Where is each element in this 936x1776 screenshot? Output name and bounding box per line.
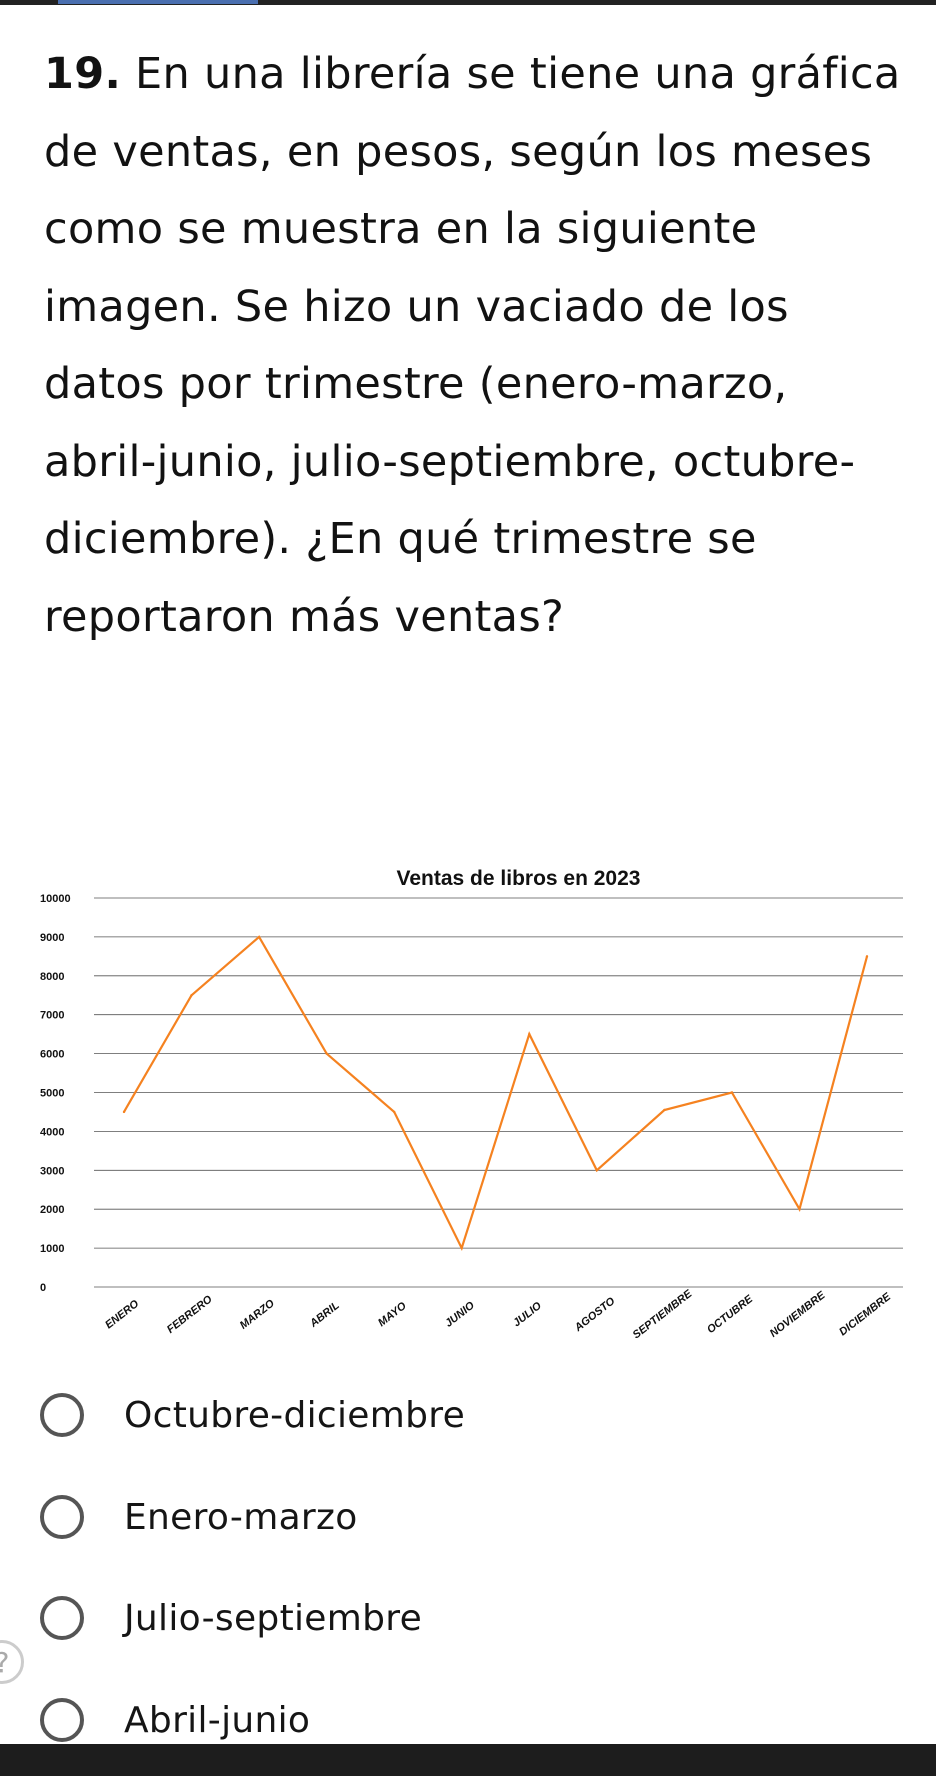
help-icon[interactable]: ?	[0, 1640, 24, 1684]
x-tick-label: SEPTIEMBRE	[631, 1287, 695, 1341]
x-tick-label: DICIEMBRE	[837, 1291, 894, 1339]
x-tick-label: FEBRERO	[165, 1293, 215, 1336]
y-tick-label: 10000	[40, 893, 71, 905]
radio-button[interactable]	[40, 1495, 84, 1539]
question-text: 19. En una librería se tiene una gráfica…	[44, 36, 904, 656]
y-tick-label: 7000	[40, 1010, 64, 1022]
data-point	[122, 1110, 126, 1114]
series-line	[123, 935, 869, 1252]
question-body: En una librería se tiene una gráfica de …	[44, 49, 901, 642]
x-tick-label: AGOSTO	[572, 1295, 618, 1335]
y-tick-label: 4000	[40, 1126, 64, 1138]
y-tick-label: 0	[40, 1282, 46, 1294]
x-tick-label: OCTUBRE	[705, 1293, 756, 1336]
option-abril-junio[interactable]: Abril-junio	[40, 1690, 900, 1750]
chart-title: Ventas de libros en 2023	[397, 867, 641, 890]
radio-button[interactable]	[40, 1698, 84, 1742]
x-tick-label: MAYO	[376, 1300, 409, 1330]
radio-button[interactable]	[40, 1596, 84, 1640]
bottom-bar	[0, 1744, 936, 1776]
data-point	[325, 1052, 328, 1055]
data-point	[663, 1108, 666, 1112]
option-enero-marzo[interactable]: Enero-marzo	[40, 1487, 900, 1547]
y-tick-label: 8000	[40, 971, 64, 983]
x-tick-label: JUNIO	[443, 1299, 477, 1329]
y-tick-label: 2000	[40, 1204, 64, 1216]
data-point	[595, 1169, 599, 1172]
sales-line-chart: Ventas de libros en 2023 0 1000 2000 3000 400…	[40, 867, 903, 1341]
data-point	[460, 1246, 463, 1250]
radio-button[interactable]	[40, 1393, 84, 1437]
y-tick-label: 3000	[40, 1165, 64, 1177]
y-tick-label: 6000	[40, 1049, 64, 1061]
option-julio-septiembre[interactable]: Julio-septiembre	[40, 1588, 900, 1648]
y-tick-label: 5000	[40, 1088, 64, 1100]
data-point	[730, 1091, 734, 1094]
x-tick-label: ENERO	[103, 1298, 142, 1332]
data-point	[798, 1208, 801, 1211]
x-tick-label: ABRIL	[307, 1299, 342, 1330]
x-tick-label: MARZO	[238, 1297, 278, 1332]
data-point	[865, 955, 869, 958]
x-tick-label: NOVIEMBRE	[768, 1289, 828, 1340]
data-point	[528, 1032, 531, 1036]
data-point	[392, 1110, 396, 1114]
option-label: Enero-marzo	[124, 1496, 358, 1538]
question-number: 19.	[44, 49, 122, 99]
data-point	[257, 935, 261, 939]
option-label: Julio-septiembre	[124, 1597, 423, 1639]
top-bar	[0, 0, 936, 5]
option-label: Abril-junio	[124, 1699, 311, 1741]
y-tick-label: 9000	[40, 932, 64, 944]
x-tick-label: JULIO	[511, 1300, 544, 1330]
active-tab-indicator	[58, 0, 258, 4]
option-label: Octubre-diciembre	[124, 1394, 466, 1436]
y-tick-label: 1000	[40, 1243, 64, 1255]
data-point	[190, 994, 193, 997]
option-octubre-diciembre[interactable]: Octubre-diciembre	[40, 1385, 900, 1445]
